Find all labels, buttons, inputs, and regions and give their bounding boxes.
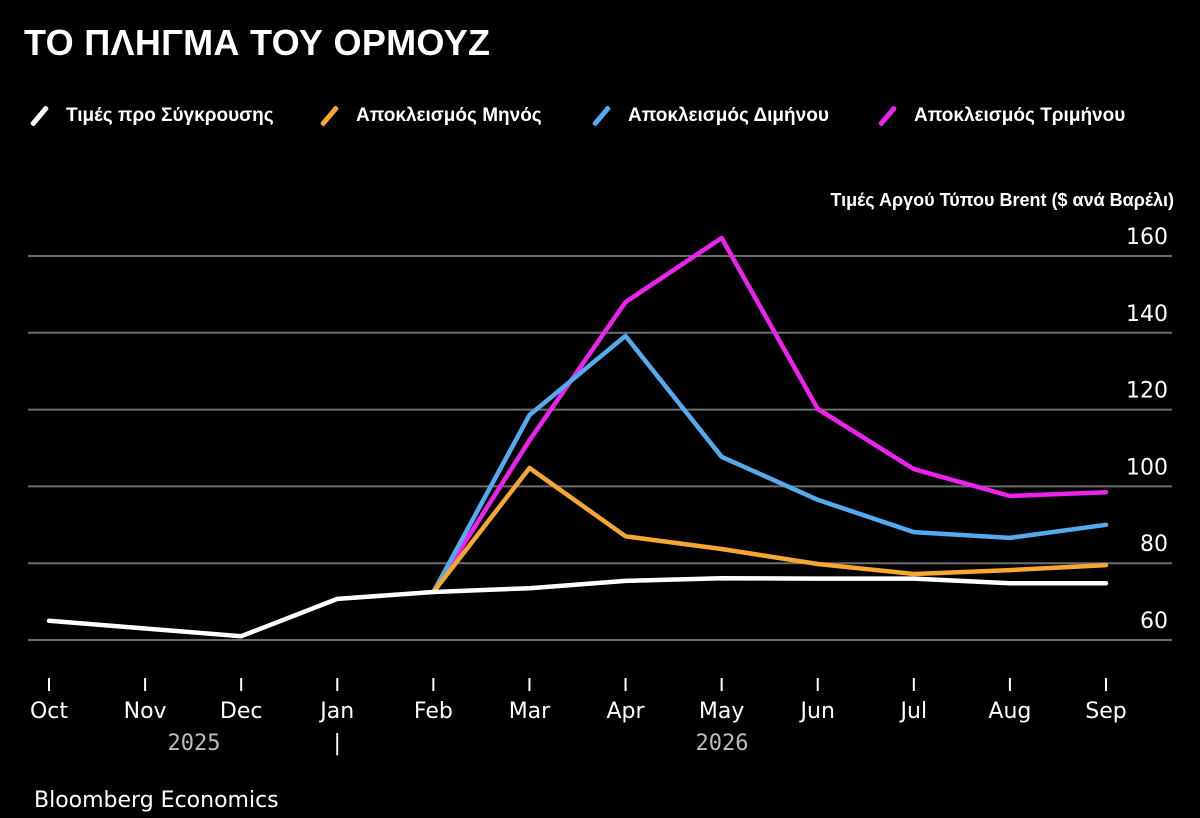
y-tick-label: 140 [1126,302,1168,327]
series-line-2 [431,333,1109,595]
series-line-0 [46,575,1109,639]
legend-item-pre-conflict: Τιμές προ Σύγκρουσης [28,104,274,128]
chart-title: ΤΟ ΠΛΗΓΜΑ ΤΟΥ ΟΡΜΟΥΖ [24,22,491,63]
legend-item-one-month: Αποκλεισμός Μηνός [318,104,542,128]
gridlines [28,255,1172,641]
y-tick-label: 100 [1126,455,1168,480]
legend-label: Αποκλεισμός Τριμήνου [914,105,1126,126]
legend-label: Τιμές προ Σύγκρουσης [66,105,274,126]
year-divider: | [334,731,341,756]
year-labels: 2025 2026 | [168,731,749,756]
y-tick-label: 60 [1140,609,1168,634]
x-tick-marks: Oct Nov Dec Jan Feb Mar Apr May Jun Jul Aug Sep [30,678,1127,724]
series-line-1 [431,465,1109,595]
y-tick-label: 160 [1126,225,1168,250]
x-tick-label: Aug [988,699,1031,724]
x-tick-label: Dec [220,699,263,724]
y-tick-labels: 60 80 100 120 140 160 [1126,225,1168,634]
x-tick-label: May [699,699,744,724]
y-tick-label: 80 [1140,532,1168,557]
legend-item-two-month: Αποκλεισμός Διμήνου [590,104,829,128]
year-label: 2026 [696,731,749,756]
series-lines [46,235,1109,639]
x-tick-label: Feb [414,699,453,724]
x-tick-label: Jul [899,699,928,724]
x-tick-label: Nov [124,699,167,724]
y-axis-label: Τιμές Αργού Τύπου Brent ($ ανά Βαρέλι) [830,190,1175,210]
x-tick-label: Apr [607,699,646,724]
legend-label: Αποκλεισμός Μηνός [356,105,542,126]
y-tick-label: 120 [1126,379,1168,404]
series-line-3 [431,235,1109,595]
x-tick-label: Mar [509,699,551,724]
x-tick-label: Jun [799,699,835,724]
x-tick-label: Oct [30,699,68,724]
year-label: 2025 [168,731,221,756]
x-tick-label: Sep [1085,699,1126,724]
source-credit: Bloomberg Economics [34,788,279,813]
legend-label: Αποκλεισμός Διμήνου [628,105,829,126]
x-tick-label: Jan [318,699,354,724]
legend-item-three-month: Αποκλεισμός Τριμήνου [876,104,1125,128]
